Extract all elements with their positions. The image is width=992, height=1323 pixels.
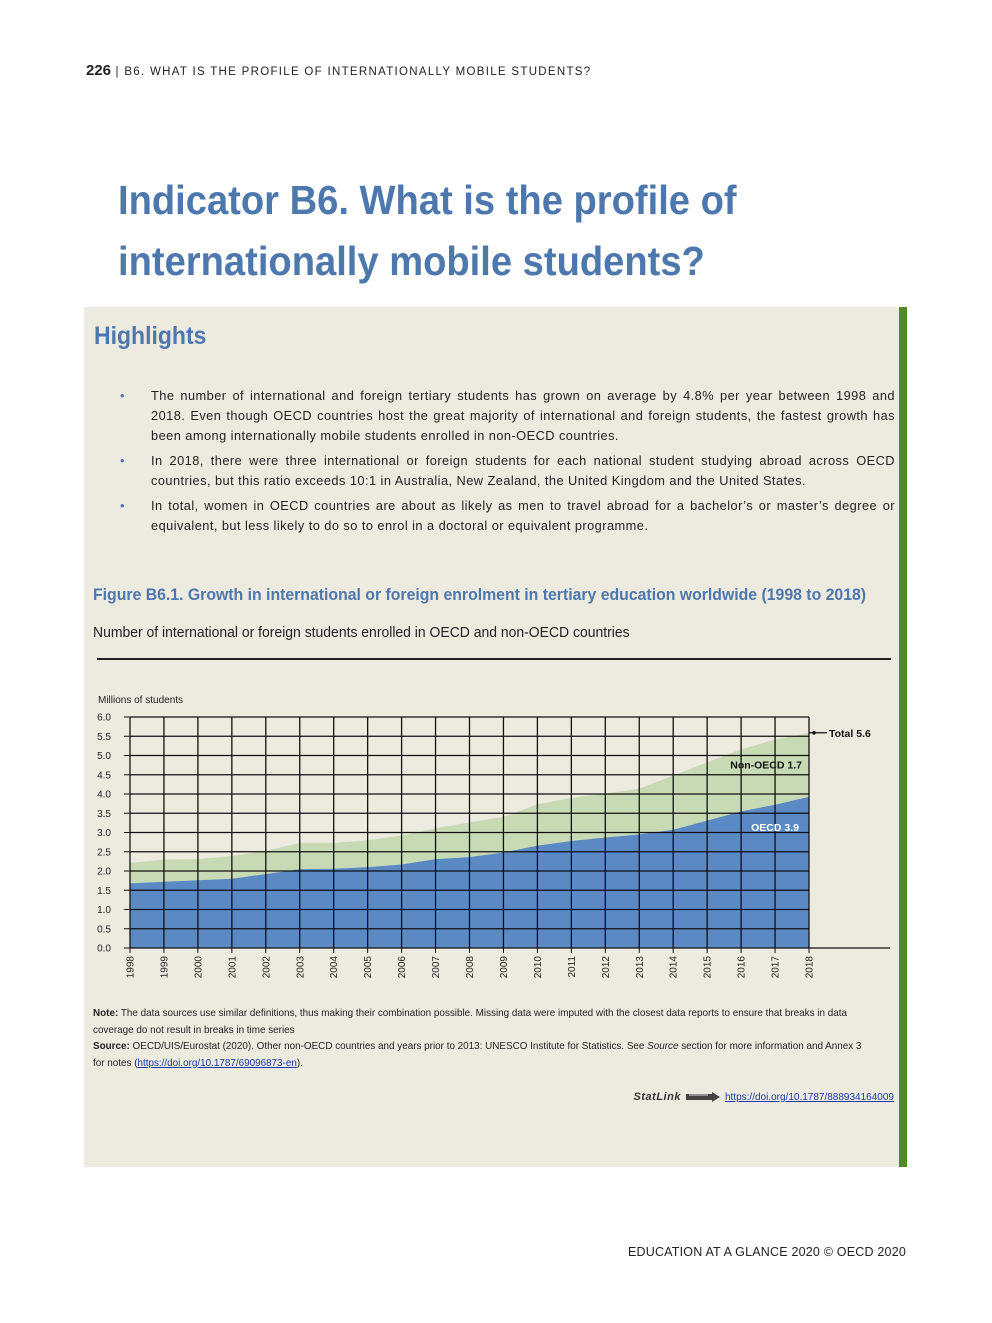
total-marker — [812, 730, 816, 735]
x-tick-label: 2013 — [635, 956, 646, 979]
y-tick-label: 4.5 — [97, 770, 111, 781]
source-paragraph: Source: OECD/UIS/Eurostat (2020). Other … — [93, 1039, 870, 1072]
y-tick-label: 3.5 — [97, 809, 111, 820]
x-tick-label: 2009 — [499, 956, 510, 979]
highlight-text: In total, women in OECD countries are ab… — [151, 498, 895, 533]
enrolment-area-chart: Millions of students 0.0 0.5 1.0 1.5 2.0 2.5 3.… — [97, 695, 890, 979]
highlight-item: • In 2018, there were three international… — [120, 451, 895, 491]
y-tick-label: 5.5 — [97, 732, 111, 743]
note-label: Note: — [93, 1008, 119, 1019]
highlight-item: • The number of international and foreign… — [120, 386, 895, 446]
source-italic: Source — [647, 1041, 679, 1052]
x-tick-label: 2014 — [669, 956, 680, 979]
figure-subtitle: Number of international or foreign stude… — [93, 624, 630, 641]
x-tick-label: 2016 — [737, 956, 748, 979]
y-tick-label: 4.0 — [97, 790, 111, 801]
x-tick-label: 2001 — [227, 956, 238, 979]
x-tick-label: 2015 — [703, 956, 714, 979]
source-link[interactable]: https://doi.org/10.1787/69096873-en — [137, 1057, 297, 1069]
figure-notes: Note: The data sources use similar defin… — [93, 1006, 870, 1072]
running-header: 226 | B6. WHAT IS THE PROFILE OF INTERNA… — [86, 62, 591, 79]
note-text: The data sources use similar definitions… — [93, 1008, 847, 1036]
highlights-list: • The number of international and foreign… — [120, 386, 895, 541]
x-tick-label: 2011 — [567, 956, 578, 978]
x-tick-label: 2017 — [771, 956, 782, 979]
y-tick-label: 5.0 — [97, 751, 111, 762]
source-label: Source: — [93, 1041, 130, 1052]
highlight-text: The number of international and foreign … — [151, 388, 895, 443]
figure-rule — [97, 658, 891, 660]
oecd-label: OECD 3.9 — [751, 822, 799, 834]
statlink-url[interactable]: https://doi.org/10.1787/888934164009 — [724, 1091, 894, 1103]
total-label: Total 5.6 — [829, 728, 871, 740]
highlight-text: In 2018, there were three international … — [151, 453, 895, 488]
y-tick-label: 0.0 — [97, 944, 111, 955]
y-tick-label: 0.5 — [97, 924, 111, 935]
non-oecd-label: Non-OECD 1.7 — [730, 760, 802, 772]
statlink: StatLink https://doi.org/10.1787/8889341… — [634, 1091, 894, 1103]
x-tick-label: 2000 — [193, 956, 204, 979]
y-tick-label: 6.0 — [97, 713, 111, 724]
x-tick-label: 2010 — [533, 956, 544, 979]
y-tick-label: 2.5 — [97, 847, 111, 858]
x-tick-label: 2008 — [465, 956, 476, 979]
y-tick-label: 1.5 — [97, 886, 111, 897]
header-separator: | — [115, 66, 120, 78]
page-footer: EDUCATION AT A GLANCE 2020 © OECD 2020 — [627, 1245, 906, 1259]
x-tick-label: 2012 — [601, 956, 612, 979]
indicator-title: Indicator B6. What is the profile of int… — [118, 170, 825, 292]
highlights-accent-bar — [899, 307, 907, 1167]
x-tick-label: 2018 — [805, 956, 816, 979]
highlights-heading: Highlights — [94, 322, 207, 350]
indicator-title-line-1: Indicator B6. What is the profile of — [118, 177, 737, 223]
highlight-item: • In total, women in OECD countries are a… — [120, 496, 895, 536]
highlights-box — [84, 307, 899, 1167]
statlink-arrow-icon — [685, 1092, 720, 1102]
bullet-icon: • — [120, 388, 126, 403]
indicator-title-line-2: internationally mobile students? — [118, 238, 705, 284]
running-title: B6. WHAT IS THE PROFILE OF INTERNATIONAL… — [124, 66, 592, 78]
x-tick-label: 2004 — [329, 956, 340, 979]
y-tick-label: 3.0 — [97, 828, 111, 839]
x-tick-label: 2002 — [261, 956, 272, 979]
x-tick-label: 2003 — [295, 956, 306, 979]
x-tick-label: 1999 — [159, 956, 170, 979]
source-text: section for more information and Annex 3… — [93, 1041, 862, 1069]
source-text: ). — [296, 1057, 303, 1069]
x-tick-label: 2006 — [397, 956, 408, 979]
figure-title: Figure B6.1. Growth in international or … — [93, 585, 867, 604]
y-tick-label: 1.0 — [97, 905, 111, 916]
x-tick-label: 2005 — [363, 956, 374, 979]
x-tick-label: 1998 — [126, 956, 137, 979]
bullet-icon: • — [120, 498, 126, 513]
statlink-logo: StatLink — [633, 1091, 681, 1103]
y-axis-title: Millions of students — [98, 695, 183, 706]
x-tick-label: 2007 — [431, 956, 442, 979]
note-paragraph: Note: The data sources use similar defin… — [93, 1006, 870, 1039]
bullet-icon: • — [120, 453, 126, 468]
y-tick-label: 2.0 — [97, 867, 111, 878]
page-number: 226 — [86, 62, 112, 79]
source-text: OECD/UIS/Eurostat (2020). Other non-OECD… — [129, 1041, 648, 1052]
